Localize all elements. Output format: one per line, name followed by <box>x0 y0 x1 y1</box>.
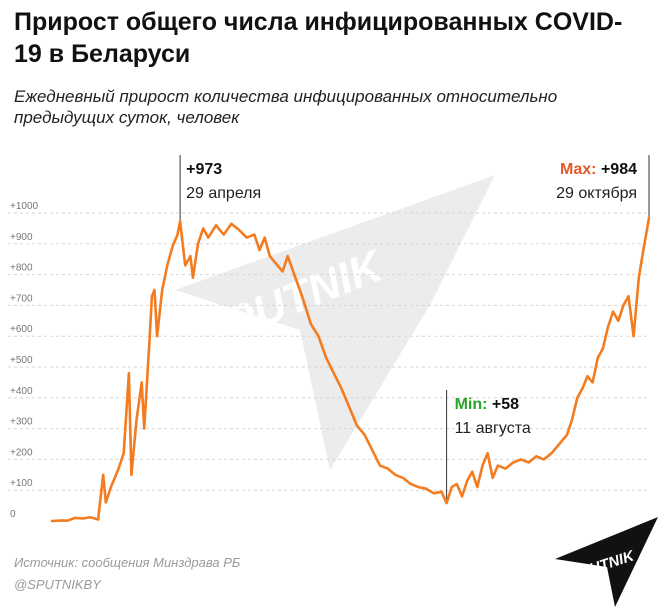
min-annotation-number: +58 <box>492 396 519 413</box>
peak-annotation-value: +973 <box>186 161 222 178</box>
max-annotation-value: Max: +984 <box>560 161 637 178</box>
logo-arrow-shape <box>555 517 658 607</box>
watermark-arrow-shape <box>175 175 495 470</box>
annotation-labels: +973 29 апреля Min: +58 11 августа Max: +984… <box>186 161 637 437</box>
peak-annotation-number: +973 <box>186 161 222 178</box>
min-annotation-value: Min: +58 <box>455 396 520 413</box>
series-line <box>50 216 651 523</box>
y-tick-label: 0 <box>10 509 16 520</box>
y-axis-tick-labels: 0 +100 +200 +300 +400 +500 +600 +700 +800 +900 +10… <box>10 201 39 520</box>
sputnik-logo: SPUTNIK <box>555 517 658 607</box>
min-annotation-prefix: Min: <box>455 396 492 413</box>
y-tick-label: +100 <box>10 478 33 489</box>
source-note: Источник: сообщения Минздрава РБ <box>14 555 241 570</box>
y-tick-label: +1000 <box>10 201 39 212</box>
peak-annotation-date: 29 апреля <box>186 185 261 202</box>
max-annotation-date: 29 октября <box>556 185 637 202</box>
sputnikby-handle: @SPUTNIKBY <box>14 577 101 592</box>
min-annotation-date: 11 августа <box>455 420 531 437</box>
y-tick-label: +700 <box>10 293 33 304</box>
max-annotation-number: +984 <box>601 161 637 178</box>
y-tick-label: +600 <box>10 324 33 335</box>
y-tick-label: +400 <box>10 386 33 397</box>
y-tick-label: +200 <box>10 447 33 458</box>
y-tick-label: +500 <box>10 355 33 366</box>
chart-title: Прирост общего числа инфицированных COVI… <box>14 8 623 68</box>
chart-subtitle: Ежедневный прирост количества инфицирова… <box>14 87 558 127</box>
y-tick-label: +800 <box>10 263 33 274</box>
annotation-lines <box>179 155 650 504</box>
y-tick-label: +900 <box>10 232 33 243</box>
y-tick-label: +300 <box>10 417 33 428</box>
max-annotation-prefix: Max: <box>560 161 601 178</box>
